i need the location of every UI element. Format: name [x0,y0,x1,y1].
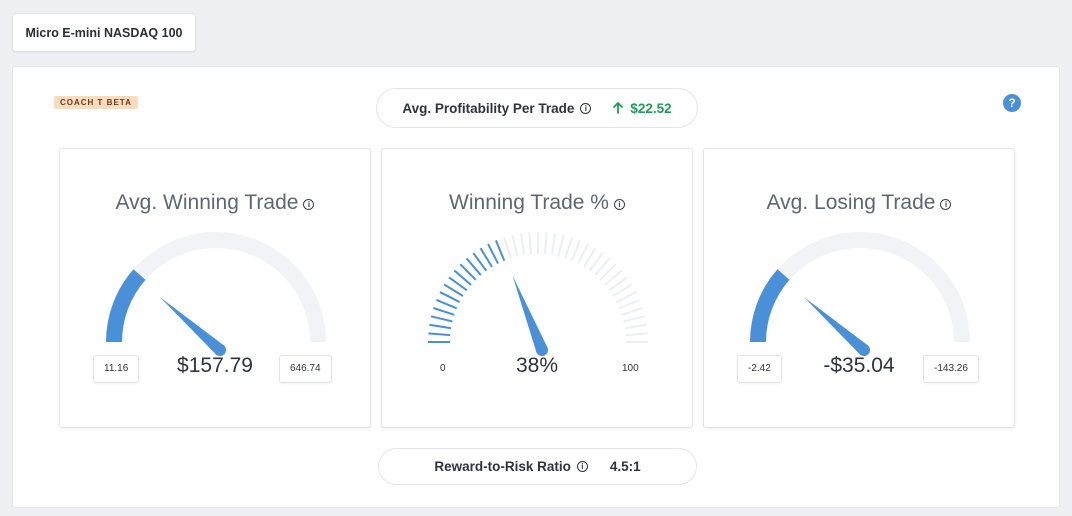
gauge-tick-filled [487,243,499,265]
card-title: Winning Trade % i [382,191,692,215]
info-icon[interactable]: i [303,198,315,210]
gauge-tick [519,233,526,256]
gauge-tick [625,332,648,337]
gauge-max-label: -143.26 [923,355,979,383]
gauge-tick-filled [430,315,453,323]
gauge-needle [512,275,548,353]
avg-winning-trade-card: Avg. Winning Trade i 11.16 $157.79 646.7… [59,148,371,428]
gauge-tick-filled [465,257,482,276]
reward-to-risk-label: Reward-to-Risk Ratio [434,459,571,474]
gauge-tick-filled [472,252,488,272]
avg-winning-trade-gauge [106,232,326,356]
instrument-tab[interactable]: Micro E-mini NASDAQ 100 [12,13,196,52]
arrow-up-icon [613,102,624,114]
gauge-tick-filled [494,239,506,262]
gauge-min-label: 11.16 [93,355,140,383]
gauge-needle-hub [858,344,870,356]
gauge-min-label: -2.42 [737,355,782,383]
avg-profitability-pill: Avg. Profitability Per Trade i $22.52 [376,88,698,128]
coach-beta-badge: COACH T BETA [54,96,138,109]
gauge-needle-hub [214,344,226,356]
gauge-tick [528,232,533,255]
winning-trade-percent-card: Winning Trade % i 0 38% 100 [381,148,693,428]
gauge-tick-filled [459,263,477,281]
gauge-needle-hub [536,344,548,356]
gauge-tick [604,269,623,286]
gauge-tick [511,234,519,257]
gauge-tick-filled [439,291,461,303]
gauge-value: 38% [515,354,559,377]
gauge-tick-filled [428,332,451,337]
gauge-tick [564,237,573,259]
gauge-tick [621,307,643,316]
avg-profitability-value: $22.52 [613,100,672,116]
gauge-tick [588,252,604,272]
gauge-track [750,232,970,343]
avg-losing-trade-gauge [750,232,970,356]
gauge-tick-filled [435,298,458,310]
gauge-value: -$35.04 [823,354,895,377]
gauge-tick [618,298,641,310]
gauge-tick-filled [429,323,452,330]
gauge-tick-filled [453,269,472,286]
gauge-tick [624,323,647,330]
gauge-tick [583,247,597,268]
gauge-max-label: 646.74 [279,355,332,383]
card-title-text: Avg. Losing Trade [766,191,936,214]
winning-trade-percent-gauge [428,232,648,356]
gauge-min-label: 0 [440,363,446,374]
gauge-tick [570,239,582,262]
gauge-tick [594,257,611,276]
reward-to-risk-value: 4.5:1 [609,459,641,474]
gauge-tick-filled [479,247,493,268]
info-icon[interactable]: i [940,198,952,210]
card-title: Avg. Winning Trade i [60,191,370,215]
gauge-tick [623,315,646,323]
gauge-tick-filled [448,276,468,292]
gauge-tick [543,232,548,255]
gauge-tick [550,233,557,256]
gauge-tick [608,276,628,292]
gauge-tick [599,263,617,281]
gauge-tick-filled [443,283,464,297]
info-icon[interactable]: i [580,102,592,114]
coach-panel: COACH T BETA ? Avg. Profitability Per Tr… [12,66,1060,508]
card-title-text: Winning Trade % [449,191,609,214]
avg-profitability-label: Avg. Profitability Per Trade [402,100,575,116]
info-icon[interactable]: i [613,198,625,210]
gauge-tick [577,243,589,265]
gauge-fill [750,269,790,343]
info-icon[interactable]: i [576,461,588,472]
gauge-tick-filled [433,307,455,316]
gauge-needle [159,297,224,355]
card-title-text: Avg. Winning Trade [115,191,299,214]
avg-profitability-amount: $22.52 [630,100,672,116]
reward-to-risk-pill: Reward-to-Risk Ratio i 4.5:1 [378,448,697,485]
gauge-max-label: 100 [622,363,639,374]
gauge-track [106,232,326,343]
gauge-tick [612,283,633,297]
gauge-tick [503,237,512,259]
gauge-tick [615,291,637,303]
gauge-needle [803,297,868,355]
gauge-fill [106,269,146,343]
gauge-tick [557,234,565,257]
question-circle-icon[interactable]: ? [1003,94,1021,112]
gauge-value: $157.79 [177,354,253,377]
card-title: Avg. Losing Trade i [704,191,1014,215]
avg-losing-trade-card: Avg. Losing Trade i -2.42 -$35.04 -143.2… [703,148,1015,428]
